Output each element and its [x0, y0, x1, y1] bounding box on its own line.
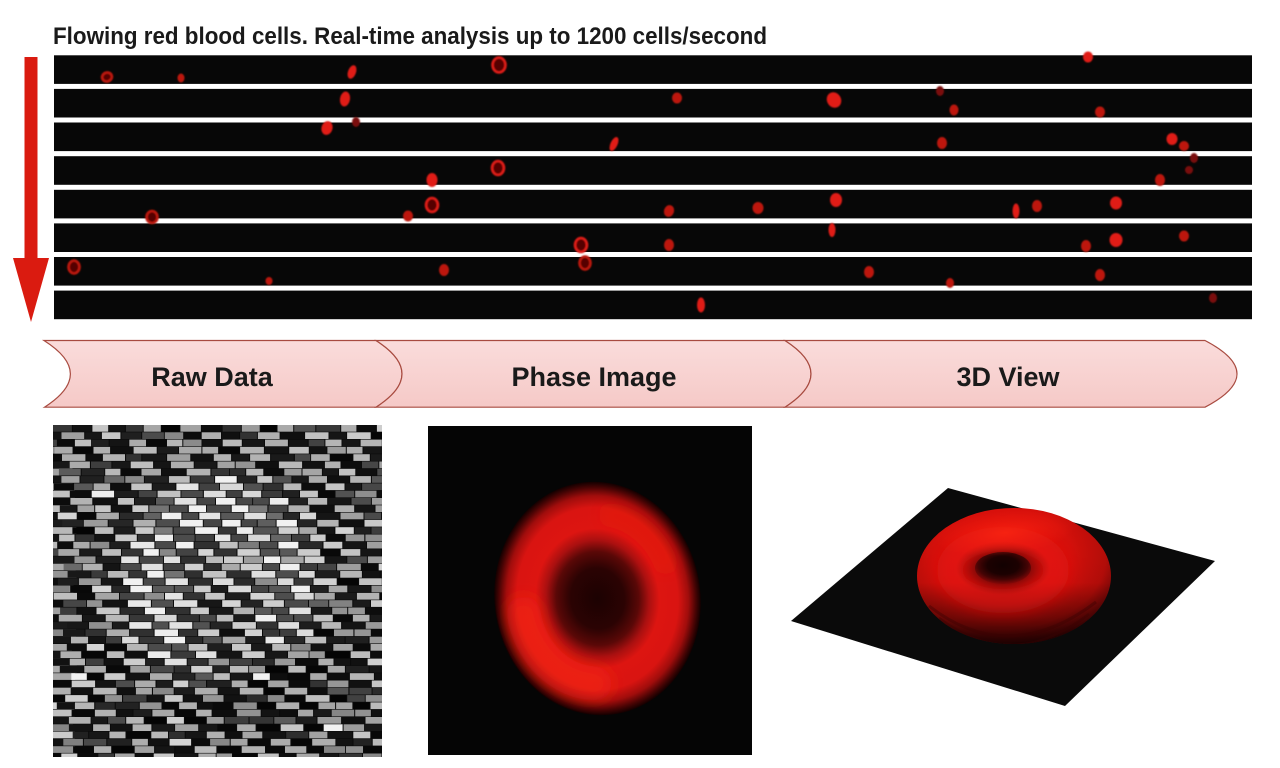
- svg-text:Phase Image: Phase Image: [511, 362, 676, 392]
- svg-text:3D View: 3D View: [956, 362, 1060, 392]
- svg-text:Raw Data: Raw Data: [151, 362, 274, 392]
- svg-text:Flowing red blood cells. Real-: Flowing red blood cells. Real-time analy…: [53, 23, 767, 50]
